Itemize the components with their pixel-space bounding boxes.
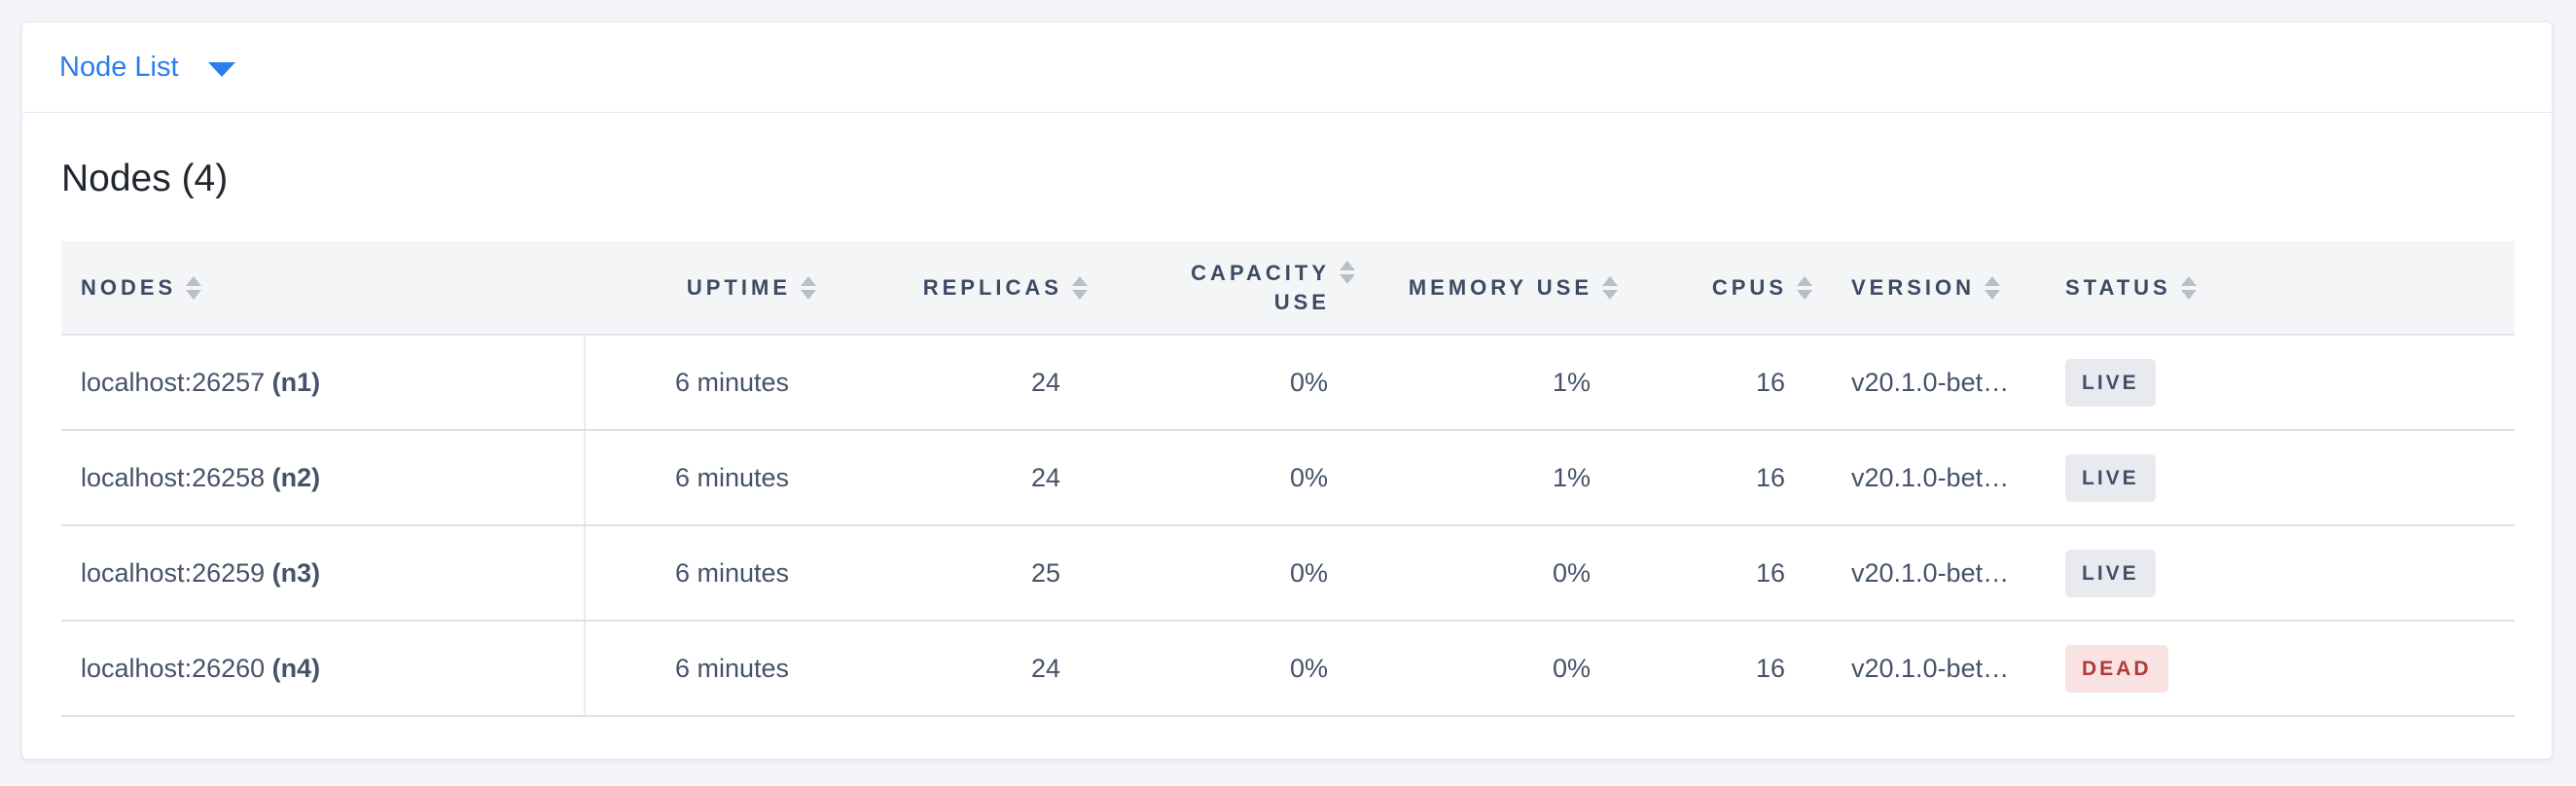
column-header-version[interactable]: VERSION [1832,241,2046,336]
column-label-status: STATUS [2065,274,2171,300]
nodes-table: NODES UPTIME REPLICAS [61,241,2515,717]
column-header-uptime[interactable]: UPTIME [585,241,836,336]
node-address-cell: localhost:26259 (n3) [61,525,586,622]
nodes-section: Nodes (4) NODES [22,156,2552,758]
replicas-cell: 24 [836,621,1107,717]
node-address: localhost:26260 [81,653,266,683]
status-cell: LIVE [2046,430,2515,526]
caret-down-icon [207,61,235,77]
node-row-1: localhost:26257 (n1) 6 minutes 24 0% 1% … [61,335,2515,431]
status-cell: LIVE [2046,525,2515,622]
column-header-replicas[interactable]: REPLICAS [836,241,1107,336]
table-header-row: NODES UPTIME REPLICAS [61,241,2515,336]
memory-use-cell: 1% [1375,335,1637,431]
page-title: Nodes (4) [61,158,229,199]
column-label-version: VERSION [1851,274,1976,300]
column-label-uptime: UPTIME [686,274,791,300]
view-selector-dropdown[interactable]: Node List [59,51,235,83]
sort-icon [1602,275,1618,300]
column-label-memory-use: MEMORY USE [1408,274,1592,300]
node-address: localhost:26258 [81,462,266,492]
view-selector-bar: Node List [22,22,2552,113]
node-list-card: Node List Nodes (4) NODES [21,21,2553,760]
node-id: (n2) [271,462,321,492]
cpus-cell: 16 [1637,525,1832,622]
status-badge: LIVE [2065,549,2156,597]
memory-use-cell: 1% [1375,430,1637,526]
node-row-4: localhost:26260 (n4) 6 minutes 24 0% 0% … [61,621,2515,717]
version-cell: v20.1.0-bet… [1832,430,2046,526]
uptime-cell: 6 minutes [585,430,836,526]
node-id: (n4) [271,653,321,683]
memory-use-cell: 0% [1375,621,1637,717]
sort-icon [1985,275,2001,300]
capacity-use-cell: 0% [1107,621,1375,717]
version-cell: v20.1.0-bet… [1832,621,2046,717]
column-header-nodes[interactable]: NODES [61,241,585,336]
capacity-use-cell: 0% [1107,335,1375,431]
uptime-cell: 6 minutes [585,335,836,431]
cpus-cell: 16 [1637,430,1832,526]
sort-icon [801,275,816,300]
node-address: localhost:26259 [81,557,266,588]
node-id: (n3) [271,557,321,588]
column-header-cpus[interactable]: CPUS [1637,241,1832,336]
status-cell: LIVE [2046,335,2515,431]
sort-icon [1340,261,1355,284]
node-row-2: localhost:26258 (n2) 6 minutes 24 0% 1% … [61,430,2515,526]
cpus-cell: 16 [1637,335,1832,431]
sort-icon [2180,275,2197,300]
replicas-cell: 24 [836,430,1107,526]
sort-icon [1072,275,1088,300]
capacity-use-cell: 0% [1107,430,1375,526]
status-badge: LIVE [2065,358,2156,407]
replicas-cell: 25 [836,525,1107,622]
uptime-cell: 6 minutes [585,525,836,622]
column-label-nodes: NODES [81,274,177,300]
column-header-capacity-use[interactable]: CAPACITY USE [1107,241,1375,336]
replicas-cell: 24 [836,335,1107,431]
node-id: (n1) [271,367,321,397]
capacity-use-cell: 0% [1107,525,1375,622]
column-label-replicas: REPLICAS [922,274,1062,300]
column-header-memory-use[interactable]: MEMORY USE [1375,241,1637,336]
node-row-3: localhost:26259 (n3) 6 minutes 25 0% 0% … [61,525,2515,622]
node-address-cell: localhost:26260 (n4) [61,621,586,717]
view-selector-label: Node List [59,51,179,83]
version-cell: v20.1.0-bet… [1832,525,2046,622]
uptime-cell: 6 minutes [585,621,836,717]
cpus-cell: 16 [1637,621,1832,717]
column-label-cpus: CPUS [1711,274,1787,300]
status-badge: LIVE [2065,453,2156,502]
column-label-capacity-use: CAPACITY USE [1191,260,1330,314]
node-address-cell: localhost:26258 (n2) [61,430,586,526]
sort-icon [186,275,202,300]
sort-icon [1797,275,1812,300]
node-address: localhost:26257 [81,367,266,397]
status-cell: DEAD [2046,621,2515,717]
memory-use-cell: 0% [1375,525,1637,622]
node-address-cell: localhost:26257 (n1) [61,335,586,431]
column-header-status[interactable]: STATUS [2046,241,2515,336]
version-cell: v20.1.0-bet… [1832,335,2046,431]
status-badge: DEAD [2065,644,2168,693]
